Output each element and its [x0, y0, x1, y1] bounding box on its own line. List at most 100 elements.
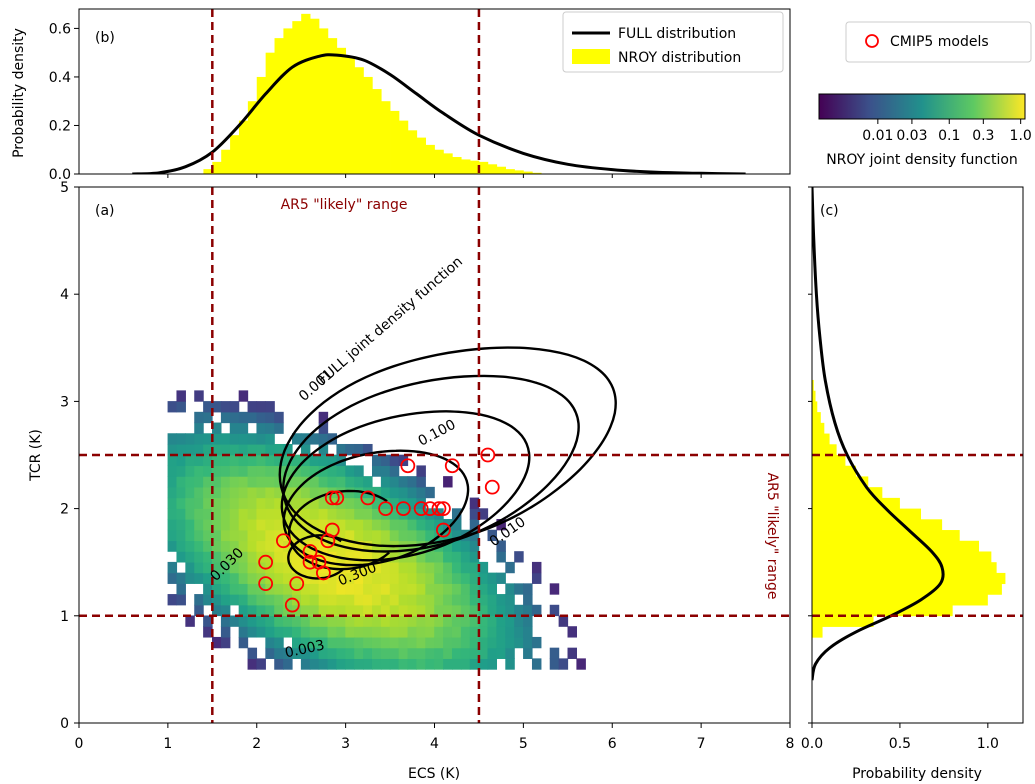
a-heat-cell — [300, 572, 311, 584]
a-heat-cell — [505, 636, 515, 649]
a-heat-cell — [203, 626, 213, 638]
a-heat-cell — [176, 476, 186, 488]
a-heat-cell — [487, 572, 498, 584]
a-ytick-label: 0 — [60, 716, 69, 732]
b-hist-bar — [247, 101, 258, 174]
a-heat-cell — [292, 519, 302, 531]
a-heat-cell — [443, 626, 453, 638]
a-heat-cell — [327, 647, 338, 659]
a-cmip5-marker — [316, 565, 331, 581]
a-heat-cell — [194, 465, 204, 477]
a-heat-cell — [434, 636, 444, 649]
a-heat-cell — [229, 551, 240, 563]
a-heat-cell — [389, 486, 400, 499]
a-heat-cell — [247, 583, 258, 595]
a-xlabel: ECS (K) — [408, 766, 460, 782]
a-heat-cell — [336, 561, 346, 574]
a-heat-cell — [407, 551, 418, 563]
b-hist-bar — [452, 157, 462, 174]
a-heat-cell — [389, 476, 400, 488]
b-y-ticks: 0.0 0.2 0.4 0.6 — [49, 21, 702, 183]
a-heat-cell — [380, 465, 391, 477]
a-heat-cell — [185, 497, 195, 509]
a-heat-cell — [265, 636, 275, 649]
a-heat-cell — [247, 519, 258, 531]
a-heat-cell — [256, 658, 266, 670]
b-hist-bar — [327, 38, 338, 174]
a-heat-cell — [238, 390, 249, 402]
a-heat-cell — [309, 465, 320, 477]
a-heat-cell — [425, 594, 435, 606]
a-heat-cell — [363, 508, 373, 520]
a-heat-cell — [469, 626, 480, 638]
a-heat-cell — [380, 594, 391, 606]
a-heat-cell — [220, 636, 231, 649]
a-heat-cell — [531, 572, 542, 584]
a-heat-cell — [247, 594, 258, 606]
a-heat-cell — [318, 497, 329, 509]
a-heat-cell — [220, 486, 231, 499]
a-cmip5-marker — [258, 554, 274, 570]
a-heat-cell — [292, 497, 302, 509]
a-heat-cell — [167, 486, 178, 499]
a-heat-cell — [256, 519, 266, 531]
a-cmip5-marker — [484, 479, 500, 495]
a-heat-cell — [363, 519, 373, 531]
a-heat-cell — [398, 583, 409, 595]
a-heat-cell — [238, 465, 249, 477]
a-heat-cell — [212, 551, 222, 563]
a-heat-cell — [469, 540, 480, 552]
c-full-distribution-curve — [812, 187, 945, 681]
a-heat-cell — [363, 529, 373, 542]
a-heat-cell — [478, 508, 489, 520]
a-heat-cell — [167, 476, 178, 488]
a-heat-cell — [345, 572, 355, 584]
a-cmip5-marker — [378, 501, 394, 517]
a-heat-cell — [354, 465, 364, 477]
c-x-ticks: 0.0 0.5 1.0 — [801, 723, 999, 752]
b-hist-bar — [256, 76, 267, 174]
b-hist-bar — [221, 149, 231, 174]
a-heat-cell — [283, 615, 293, 627]
a-cmip5-marker — [360, 490, 376, 506]
a-heat-cell — [185, 465, 195, 477]
c-xtick-label: 0.5 — [889, 736, 911, 752]
b-hist-bar — [301, 13, 311, 174]
a-heat-cell — [327, 454, 338, 467]
a-heat-cell — [292, 529, 302, 542]
a-heat-cell — [274, 411, 284, 424]
a-heat-cell — [292, 476, 302, 488]
a-heat-cell — [212, 401, 222, 413]
c-xtick-label: 0.0 — [801, 736, 823, 752]
a-heat-cell — [496, 551, 506, 563]
a-heat-cell — [389, 519, 400, 531]
a-heat-cell — [203, 411, 213, 424]
a-cmip5-marker — [413, 501, 429, 517]
b-ar5-vertical-lines — [211, 9, 481, 174]
a-heat-cell — [363, 551, 373, 563]
a-heat-cell — [398, 497, 409, 509]
a-heat-cell — [318, 594, 329, 606]
a-heat-cell — [451, 561, 462, 574]
a-heat-cell — [443, 615, 453, 627]
a-cmip5-marker — [400, 458, 416, 474]
a-heat-cell — [309, 604, 320, 617]
a-heat-cell — [443, 561, 453, 574]
a-heat-cell — [220, 508, 231, 520]
a-ar5-lines — [79, 187, 790, 723]
a-heat-cell — [238, 476, 249, 488]
a-heat-cell — [176, 443, 186, 456]
a-heat-cell — [229, 411, 240, 424]
a-heat-cell — [327, 508, 338, 520]
c-axes-frame — [811, 186, 1024, 724]
b-hist-bar — [407, 130, 418, 174]
a-heat-cell — [318, 411, 329, 424]
a-heat-cell — [220, 615, 231, 627]
a-heat-cell — [363, 658, 373, 670]
a-heat-cell — [407, 476, 418, 488]
a-heat-cell — [371, 647, 382, 659]
a-heat-cell — [496, 604, 506, 617]
c-hist-bar — [812, 562, 997, 574]
a-heat-cell — [300, 636, 311, 649]
a-heat-cell — [345, 486, 355, 499]
